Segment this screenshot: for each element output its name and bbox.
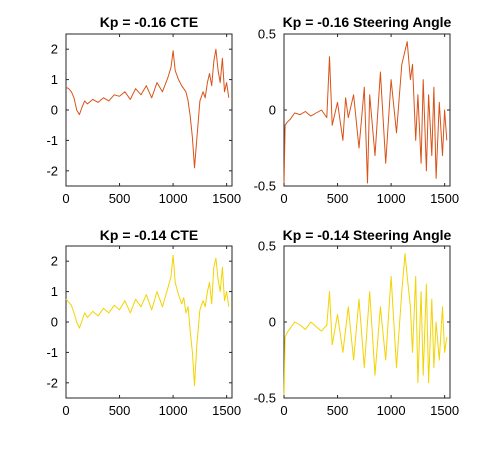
x-tick-label: 1000 [377, 191, 406, 206]
x-tick-label: 0 [62, 191, 69, 206]
data-line-group [283, 41, 448, 187]
x-tick-label: 1500 [430, 191, 459, 206]
y-tick-label: -2 [46, 375, 58, 390]
x-tick-label: 1000 [377, 403, 406, 418]
x-tick-label: 1500 [212, 191, 241, 206]
subplot-kp016-cte: Kp = -0.16 CTE 0 500 1000 1500 -2 -1 0 1 2 [46, 14, 241, 206]
plot-title: Kp = -0.16 CTE [100, 14, 198, 30]
x-tick-label: 500 [109, 403, 131, 418]
series-line [65, 254, 230, 387]
y-tick-label: 0 [51, 315, 58, 330]
y-ticks: -0.5 0 0.5 [254, 27, 450, 194]
y-tick-label: 0.5 [258, 239, 276, 254]
x-ticks: 0 500 1000 1500 [280, 34, 459, 206]
data-line-group [65, 48, 230, 169]
data-line-group [65, 254, 230, 387]
x-ticks: 0 500 1000 1500 [280, 246, 459, 418]
plot-area [65, 33, 233, 187]
x-ticks: 0 500 1000 1500 [62, 34, 241, 206]
y-tick-label: 1 [51, 72, 58, 87]
x-tick-label: 0 [280, 191, 287, 206]
series-line [283, 41, 448, 187]
x-tick-label: 500 [327, 191, 349, 206]
y-tick-label: -0.5 [254, 391, 276, 406]
y-tick-label: 0.5 [258, 27, 276, 42]
y-tick-label: 1 [51, 284, 58, 299]
plot-title: Kp = -0.14 CTE [100, 227, 198, 243]
y-tick-label: -1 [46, 133, 58, 148]
x-tick-label: 1500 [212, 403, 241, 418]
series-line [283, 253, 448, 399]
y-tick-label: 0 [269, 315, 276, 330]
y-tick-label: 0 [51, 103, 58, 118]
x-tick-label: 0 [280, 403, 287, 418]
subplot-kp014-steering-angle: Kp = -0.14 Steering Angle 0 500 1000 1500 -… [254, 227, 460, 418]
y-tick-label: 0 [269, 103, 276, 118]
subplot-kp016-steering-angle: Kp = -0.16 Steering Angle 0 500 1000 1500 -… [254, 14, 460, 206]
data-line-group [283, 253, 448, 399]
x-ticks: 0 500 1000 1500 [62, 246, 241, 418]
y-tick-label: 2 [51, 254, 58, 269]
x-tick-label: 1000 [159, 403, 188, 418]
x-tick-label: 1500 [430, 403, 459, 418]
plot-title: Kp = -0.16 Steering Angle [283, 14, 452, 30]
y-tick-label: 2 [51, 42, 58, 57]
plot-title: Kp = -0.14 Steering Angle [283, 227, 452, 243]
y-ticks: -2 -1 0 1 2 [46, 254, 232, 390]
plot-area [65, 245, 233, 399]
series-line [65, 48, 230, 169]
x-tick-label: 1000 [159, 191, 188, 206]
y-tick-label: -0.5 [254, 179, 276, 194]
y-tick-label: -2 [46, 163, 58, 178]
y-tick-label: -1 [46, 345, 58, 360]
x-tick-label: 500 [109, 191, 131, 206]
subplot-kp014-cte: Kp = -0.14 CTE 0 500 1000 1500 -2 -1 0 1 2 [46, 227, 241, 418]
y-ticks: -2 -1 0 1 2 [46, 42, 232, 178]
x-tick-label: 0 [62, 403, 69, 418]
y-ticks: -0.5 0 0.5 [254, 239, 450, 406]
x-tick-label: 500 [327, 403, 349, 418]
